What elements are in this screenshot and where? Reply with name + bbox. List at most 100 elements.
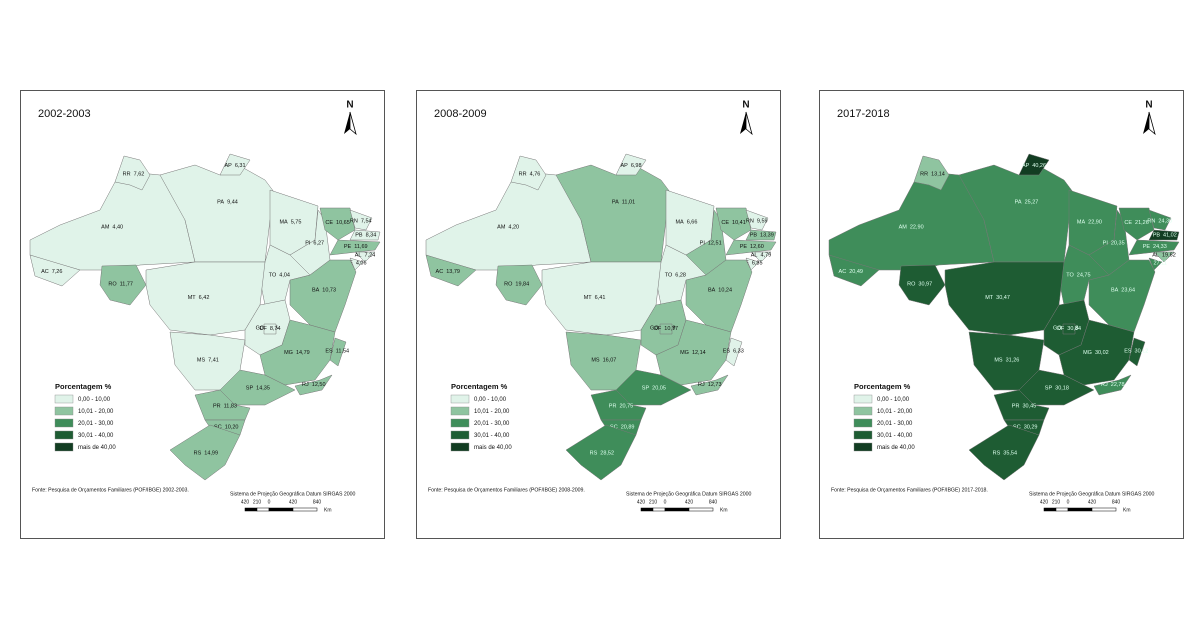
state-value: 12,50 bbox=[312, 383, 326, 389]
legend-title: Porcentagem % bbox=[854, 382, 911, 391]
scale-bar bbox=[292, 507, 318, 512]
scale-bar bbox=[1055, 507, 1069, 512]
state-value: 11,77 bbox=[120, 282, 133, 288]
state-label: PB 13,39 bbox=[750, 233, 774, 239]
state-label: MS 16,07 bbox=[591, 358, 616, 364]
state bbox=[725, 239, 777, 256]
state bbox=[1062, 323, 1076, 335]
source-note: Fonte: Pesquisa de Orçamentos Familiares… bbox=[831, 487, 988, 493]
state bbox=[219, 153, 251, 176]
scale-bar bbox=[664, 507, 690, 512]
state-abbr: CE bbox=[721, 221, 729, 227]
state-abbr: BA bbox=[708, 288, 716, 294]
state-value: 41,02 bbox=[1163, 233, 1177, 239]
north-arrow bbox=[740, 112, 746, 134]
state-value: 6,98 bbox=[631, 163, 642, 169]
state-label: DF 30,84 bbox=[1057, 326, 1081, 332]
state-value: 10,77 bbox=[664, 326, 678, 332]
state-label: DF 10,77 bbox=[654, 326, 678, 332]
state-label: PR 20,75 bbox=[609, 404, 633, 410]
scale-label: 420 bbox=[685, 499, 694, 505]
state-abbr: MT bbox=[985, 296, 994, 302]
state-value: 4,06 bbox=[356, 261, 367, 267]
scale-label: 420 bbox=[241, 499, 250, 505]
legend-label: 0,00 - 10,00 bbox=[78, 397, 111, 403]
map-panel: 2002-2003 N AM 4,40 RR 7,62 AC 7,26 RO 11,77 PA 9,4… bbox=[20, 90, 385, 539]
state-value: 12,60 bbox=[750, 244, 764, 250]
state-abbr: MG bbox=[284, 350, 293, 356]
state-value: 4,20 bbox=[508, 225, 519, 231]
state-label: AL 4,79 bbox=[751, 253, 771, 259]
state-abbr: RN bbox=[746, 219, 754, 225]
state-label: SP 20,05 bbox=[642, 386, 666, 392]
state-value: 20,35 bbox=[1111, 241, 1125, 247]
scale-label: 0 bbox=[1067, 499, 1070, 505]
state-value: 6,85 bbox=[752, 261, 763, 267]
scale-label: 210 bbox=[649, 499, 658, 505]
legend-label: 30,01 - 40,00 bbox=[474, 433, 510, 439]
state-label: RS 28,52 bbox=[590, 451, 614, 457]
state-label: AP 40,26 bbox=[1022, 163, 1046, 169]
state bbox=[745, 229, 777, 241]
state-value: 4,40 bbox=[112, 225, 123, 231]
legend-swatch bbox=[450, 442, 470, 452]
state-label: AP 6,98 bbox=[620, 163, 641, 169]
state-abbr: TO bbox=[665, 273, 673, 279]
state-label: PI 20,35 bbox=[1103, 241, 1125, 247]
state-abbr: RN bbox=[1147, 219, 1155, 225]
state bbox=[425, 254, 477, 287]
scale-label: 840 bbox=[313, 499, 322, 505]
state bbox=[349, 209, 373, 231]
state-label: MG 14,79 bbox=[284, 350, 310, 356]
scale-label: 210 bbox=[1052, 499, 1061, 505]
state-value: 12,73 bbox=[708, 383, 722, 389]
state-abbr: MT bbox=[188, 296, 197, 302]
state-abbr: MS bbox=[197, 358, 206, 364]
legend-label: mais de 40,00 bbox=[474, 445, 512, 451]
state-label: PE 11,69 bbox=[344, 244, 368, 250]
state-value: 19,84 bbox=[515, 282, 529, 288]
state-value: 10,20 bbox=[225, 425, 239, 431]
state-abbr: PR bbox=[213, 404, 221, 410]
state-label: PB 8,34 bbox=[355, 233, 376, 239]
state-label: RS 35,54 bbox=[993, 451, 1017, 457]
state-label: AC 7,26 bbox=[41, 269, 62, 275]
state bbox=[354, 251, 376, 263]
state-label: AM 4,20 bbox=[497, 225, 519, 231]
legend-swatch bbox=[54, 430, 74, 440]
state-abbr: AC bbox=[839, 269, 847, 275]
state-label: CE 10,41 bbox=[721, 221, 745, 227]
state-value: 10,24 bbox=[718, 288, 732, 294]
state-abbr: PB bbox=[1153, 233, 1161, 239]
state-label: MA 5,75 bbox=[279, 220, 301, 226]
state-value: 30,47 bbox=[996, 296, 1010, 302]
state bbox=[1018, 369, 1095, 406]
state-abbr: RS bbox=[993, 451, 1001, 457]
state-abbr: PB bbox=[355, 233, 363, 239]
state-value: 27,11 bbox=[1153, 261, 1166, 267]
state-value: 14,99 bbox=[204, 451, 218, 457]
state-value: 11,69 bbox=[354, 244, 367, 250]
state-value: 16,07 bbox=[603, 358, 617, 364]
state-label: PR 30,45 bbox=[1012, 404, 1036, 410]
state-abbr: PA bbox=[612, 200, 619, 206]
north-arrow bbox=[1143, 112, 1149, 134]
state-value: 30,02 bbox=[1095, 350, 1109, 356]
legend-swatch bbox=[853, 418, 873, 428]
state-value: 6,28 bbox=[675, 273, 686, 279]
state bbox=[745, 209, 769, 231]
state-abbr: MS bbox=[591, 358, 600, 364]
state-abbr: AP bbox=[620, 163, 628, 169]
state-value: 12,51 bbox=[708, 241, 722, 247]
state-value: 13,14 bbox=[931, 172, 945, 178]
state-label: MG 12,14 bbox=[680, 350, 706, 356]
legend-swatch bbox=[450, 430, 470, 440]
source-note: Fonte: Pesquisa de Orçamentos Familiares… bbox=[428, 487, 585, 493]
state-label: CE 10,65 bbox=[325, 221, 349, 227]
state-value: 20,89 bbox=[621, 425, 635, 431]
state-value: 40,26 bbox=[1032, 163, 1046, 169]
state bbox=[690, 374, 729, 396]
state-value: 7,62 bbox=[134, 172, 145, 178]
map-panel: 2008-2009 N AM 4,20 RR 4,76 AC 13,79 RO 19,84 PA 11… bbox=[416, 90, 781, 539]
state-abbr: AL bbox=[1152, 253, 1159, 259]
